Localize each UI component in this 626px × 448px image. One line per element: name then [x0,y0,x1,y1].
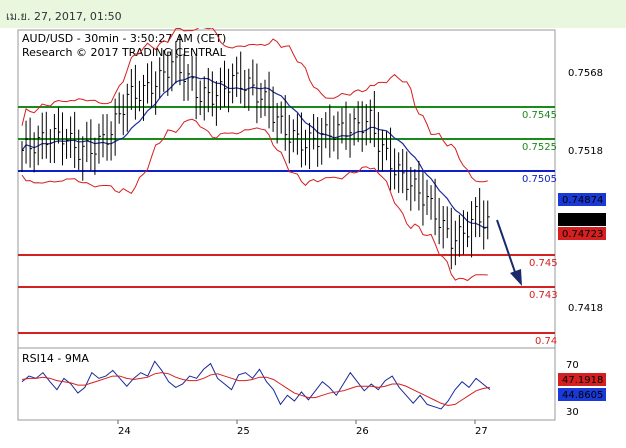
resistance-label-1: 0.7525 [522,142,557,153]
rsi-tag-1: 44.8605 [558,388,606,401]
support-label-1: 0.743 [529,290,558,301]
rsi-tag-0: 47.1918 [558,373,606,386]
bollinger-upper [21,28,488,183]
bollinger-lower [21,118,488,282]
y-tick-label: 0.7518 [568,146,603,157]
rsi-ma-line [21,372,491,407]
forecast-arrow [496,219,522,286]
svg-text:0.74738: 0.74738 [562,215,603,226]
x-axis: 24 25 26 27 [117,420,488,437]
rsi-panel [17,347,556,421]
x-tick-label: 27 [475,426,488,437]
svg-text:0.74723: 0.74723 [562,229,603,240]
moving-average-line [21,75,488,229]
svg-text:0.74874: 0.74874 [562,195,603,206]
rsi-tick-label: 70 [566,360,579,371]
rsi-lines [21,360,491,410]
rsi-title: RSI14 - 9MA [22,352,89,365]
rsi-tick-label: 30 [566,407,579,418]
header-bar: เม.ย. 27, 2017, 01:50 [0,0,626,29]
y-tick-label: 0.7568 [568,68,603,79]
svg-text:44.8605: 44.8605 [562,390,603,401]
moving-average [21,75,488,229]
resistance-label-0: 0.7545 [522,110,557,121]
chart-title: AUD/USD - 30min - 3:50:27 AM (CET) [22,32,226,45]
price-tag-1: 0.74738 [558,213,606,226]
bollinger-bands [21,28,488,282]
y-tick-label: 0.7418 [568,303,603,314]
x-tick-label: 25 [237,426,250,437]
x-tick-label: 26 [356,426,369,437]
resistance-label-2: 0.7505 [522,174,557,185]
rsi-line [21,360,491,410]
svg-text:47.1918: 47.1918 [562,375,603,386]
price-tag-0: 0.74874 [558,193,606,206]
chart-canvas: AUD/USD - 30min - 3:50:27 AM (CET) Resea… [0,28,626,448]
support-label-2: 0.74 [535,336,557,347]
price-tag-2: 0.74723 [558,227,606,240]
support-label-0: 0.745 [529,258,558,269]
price-candles [21,35,490,270]
chart-date: เม.ย. 27, 2017, 01:50 [6,10,122,23]
x-tick-label: 24 [118,426,131,437]
